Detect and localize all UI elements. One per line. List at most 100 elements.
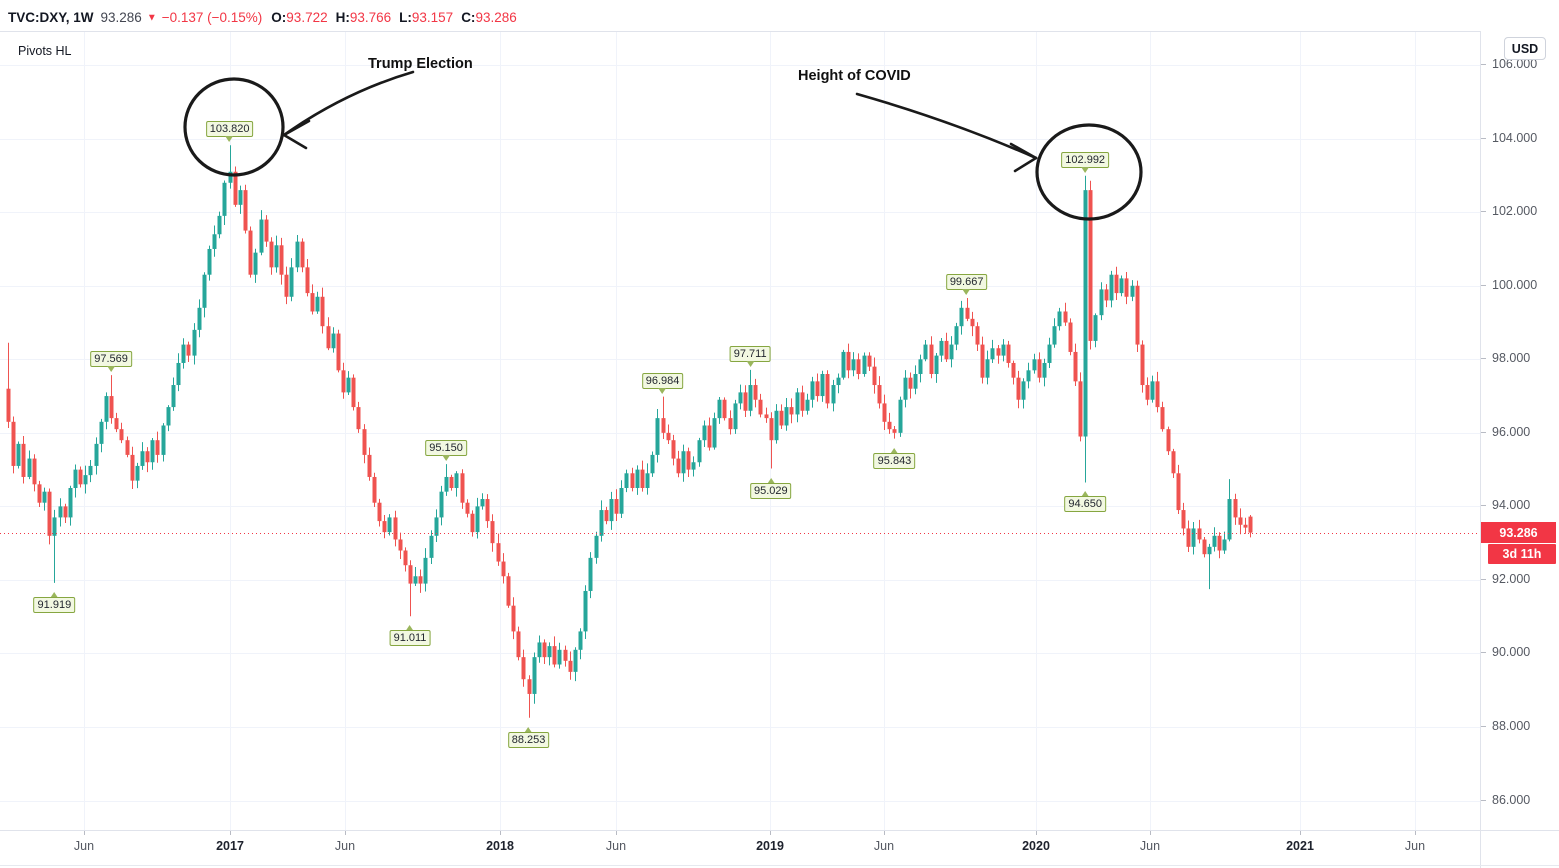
candle[interactable] xyxy=(161,425,166,455)
candle[interactable] xyxy=(815,381,820,397)
candle[interactable] xyxy=(892,429,897,433)
candle[interactable] xyxy=(728,418,733,430)
candle[interactable] xyxy=(557,649,562,665)
candle[interactable] xyxy=(583,590,588,632)
candle[interactable] xyxy=(331,333,336,349)
candle[interactable] xyxy=(527,679,532,694)
candle[interactable] xyxy=(563,649,568,661)
candle[interactable] xyxy=(444,476,449,492)
candle[interactable] xyxy=(295,241,300,268)
candle[interactable] xyxy=(975,326,980,345)
candle[interactable] xyxy=(1166,429,1171,452)
candle[interactable] xyxy=(887,421,892,430)
candle[interactable] xyxy=(681,451,686,474)
candle[interactable] xyxy=(1217,535,1222,551)
candle[interactable] xyxy=(532,657,537,694)
price-axis[interactable]: 106.000 104.000 102.000 100.000 98.000 96.000… xyxy=(1481,31,1559,830)
candle[interactable] xyxy=(1119,278,1124,294)
candle[interactable] xyxy=(1042,362,1047,378)
candle[interactable] xyxy=(934,355,939,374)
candle[interactable] xyxy=(516,631,521,658)
candle[interactable] xyxy=(403,550,408,566)
symbol-title[interactable]: TVC:DXY, 1W xyxy=(8,9,94,25)
candle[interactable] xyxy=(1057,311,1062,327)
candle[interactable] xyxy=(305,267,310,294)
candle[interactable] xyxy=(88,465,93,476)
candle[interactable] xyxy=(423,557,428,584)
candle[interactable] xyxy=(547,646,552,658)
candle[interactable] xyxy=(1135,285,1140,345)
candle[interactable] xyxy=(253,252,258,275)
candle[interactable] xyxy=(1073,351,1078,382)
candle[interactable] xyxy=(1171,451,1176,474)
candle[interactable] xyxy=(568,660,573,672)
candle[interactable] xyxy=(1093,315,1098,341)
candle[interactable] xyxy=(372,476,377,503)
candle[interactable] xyxy=(640,469,645,488)
candle[interactable] xyxy=(836,377,841,386)
candle[interactable] xyxy=(686,451,691,470)
candle[interactable] xyxy=(985,359,990,378)
candle[interactable] xyxy=(32,458,37,485)
candle[interactable] xyxy=(856,359,861,374)
candle[interactable] xyxy=(135,465,140,481)
candle[interactable] xyxy=(1006,344,1011,363)
candle[interactable] xyxy=(588,557,593,591)
candle[interactable] xyxy=(42,491,47,503)
candle[interactable] xyxy=(356,407,361,430)
candle[interactable] xyxy=(1052,326,1057,345)
candle[interactable] xyxy=(336,333,341,371)
candle[interactable] xyxy=(238,190,243,205)
candle[interactable] xyxy=(1078,381,1083,437)
candle[interactable] xyxy=(954,326,959,345)
candle[interactable] xyxy=(666,432,671,441)
candle[interactable] xyxy=(387,517,392,533)
candle[interactable] xyxy=(269,241,274,268)
candle[interactable] xyxy=(702,425,707,441)
candle[interactable] xyxy=(578,631,583,650)
candle[interactable] xyxy=(362,429,367,455)
candle[interactable] xyxy=(537,642,542,658)
candle[interactable] xyxy=(619,487,624,514)
candle[interactable] xyxy=(490,521,495,544)
candle[interactable] xyxy=(197,307,202,330)
candle[interactable] xyxy=(784,407,789,426)
candle[interactable] xyxy=(851,359,856,371)
candle[interactable] xyxy=(1026,370,1031,382)
candle[interactable] xyxy=(965,307,970,319)
candle[interactable] xyxy=(222,182,227,216)
candle[interactable] xyxy=(712,418,717,448)
candle[interactable] xyxy=(789,407,794,415)
candle[interactable] xyxy=(104,396,109,422)
candle[interactable] xyxy=(908,377,913,389)
currency-badge[interactable]: USD xyxy=(1504,37,1546,60)
candle[interactable] xyxy=(707,425,712,448)
candle[interactable] xyxy=(1109,274,1114,301)
candle[interactable] xyxy=(125,440,130,455)
candle[interactable] xyxy=(1176,473,1181,511)
candle[interactable] xyxy=(16,443,21,466)
candle[interactable] xyxy=(68,487,73,518)
candle[interactable] xyxy=(47,491,52,536)
candle[interactable] xyxy=(1099,289,1104,316)
candle[interactable] xyxy=(1104,289,1109,301)
candle[interactable] xyxy=(351,377,356,408)
candle[interactable] xyxy=(743,392,748,411)
candle[interactable] xyxy=(671,440,676,459)
candle[interactable] xyxy=(475,506,480,533)
candle[interactable] xyxy=(959,307,964,327)
candle[interactable] xyxy=(21,443,26,477)
candle[interactable] xyxy=(970,318,975,327)
candle[interactable] xyxy=(289,267,294,297)
candle[interactable] xyxy=(63,506,68,518)
candle[interactable] xyxy=(594,535,599,558)
candle[interactable] xyxy=(1037,359,1042,378)
candle[interactable] xyxy=(320,296,325,327)
candle[interactable] xyxy=(449,476,454,488)
candle[interactable] xyxy=(805,399,810,411)
candle[interactable] xyxy=(614,499,619,514)
candle[interactable] xyxy=(645,473,650,488)
candle[interactable] xyxy=(367,454,372,477)
candle[interactable] xyxy=(1181,510,1186,529)
candle[interactable] xyxy=(506,576,511,606)
